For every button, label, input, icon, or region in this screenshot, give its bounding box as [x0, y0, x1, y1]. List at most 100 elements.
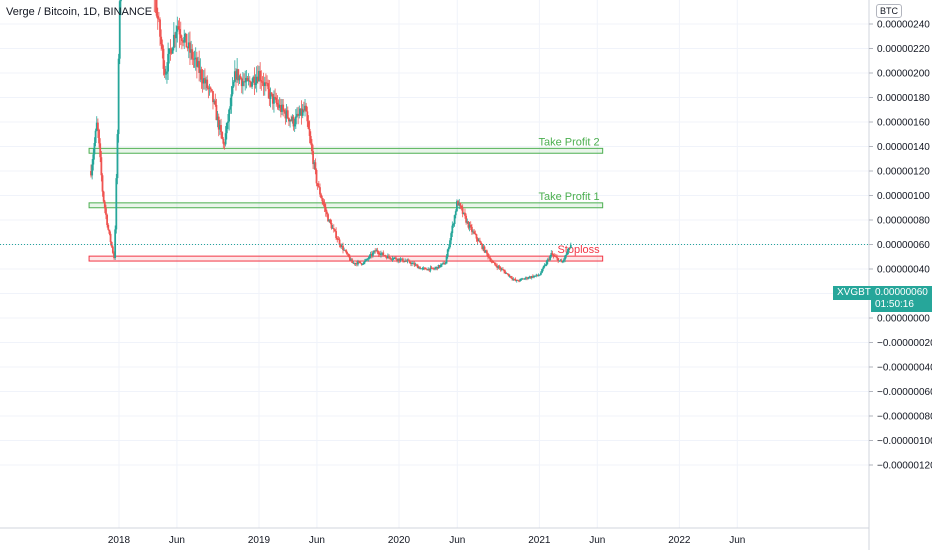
- candle-body: [312, 151, 314, 165]
- candle-body: [236, 69, 239, 80]
- candle-body: [383, 255, 386, 257]
- candle-body: [450, 233, 453, 241]
- candle-body: [336, 238, 339, 240]
- candle-body: [175, 31, 178, 39]
- candle-body: [91, 164, 94, 176]
- candle-body: [384, 255, 387, 257]
- candle-body: [560, 260, 563, 263]
- candle-body: [322, 201, 325, 205]
- time-tick-label: Jun: [589, 535, 605, 546]
- candle-body: [444, 263, 447, 265]
- candle-body: [217, 116, 220, 130]
- candle-body: [457, 201, 459, 206]
- candle-body: [437, 265, 440, 269]
- candle-body: [281, 104, 283, 112]
- candle-body: [433, 268, 435, 270]
- candle-body: [534, 275, 537, 277]
- candle-body: [447, 247, 450, 250]
- price-axis[interactable]: 0.00000240 0.00000220 0.00000200 0.00000180…: [869, 20, 932, 472]
- candle-body: [103, 201, 106, 209]
- candle-body: [374, 250, 377, 252]
- candle-body: [220, 125, 222, 133]
- candle-body: [386, 255, 389, 259]
- price-tick-label: −0.00000060: [877, 387, 932, 398]
- candle-body: [385, 256, 388, 259]
- candle-body: [465, 215, 468, 223]
- candle-body: [538, 274, 541, 276]
- time-tick-label: 2020: [388, 535, 411, 546]
- candle-body: [251, 82, 253, 87]
- candle-body: [228, 109, 230, 122]
- candle-body: [321, 198, 324, 202]
- candle-body: [343, 249, 346, 251]
- currency-unit-badge[interactable]: BTC: [876, 4, 902, 18]
- candle-body: [268, 89, 271, 99]
- candle-body: [323, 204, 326, 207]
- candle-body: [412, 263, 415, 264]
- candle-body: [179, 34, 182, 39]
- candle-body: [266, 82, 268, 84]
- candle-body: [543, 265, 546, 268]
- time-axis[interactable]: 2018 Jun 2019 Jun 2020 Jun 2021 Jun 2022 Jun: [108, 535, 745, 546]
- candle-body: [449, 240, 451, 248]
- candle-body: [487, 253, 489, 258]
- candle-body: [269, 92, 272, 99]
- time-tick-label: Jun: [449, 535, 465, 546]
- candle-body: [215, 104, 218, 121]
- time-tick-label: 2019: [248, 535, 271, 546]
- candle-body: [395, 257, 397, 260]
- candle-body: [561, 261, 564, 263]
- candle-body: [416, 265, 419, 269]
- candle-body: [221, 132, 224, 139]
- candle-body: [299, 108, 302, 115]
- candle-body: [369, 253, 372, 256]
- candle-body: [288, 117, 290, 122]
- candle-body: [243, 81, 245, 83]
- candle-body: [320, 194, 323, 199]
- candle-body: [556, 257, 558, 259]
- candle-body: [467, 221, 470, 228]
- candle-body: [331, 228, 334, 229]
- candle-body: [209, 87, 212, 90]
- candle-body: [114, 229, 117, 259]
- candle-body: [542, 267, 545, 270]
- candle-body: [210, 89, 213, 92]
- candle-body: [94, 130, 97, 143]
- candle-body: [97, 122, 99, 130]
- candle-body: [95, 122, 98, 131]
- candle-body: [559, 260, 562, 262]
- price-tick-label: −0.00000080: [877, 412, 932, 423]
- candle-body: [99, 143, 102, 158]
- candle-body: [176, 26, 179, 32]
- candle-body: [411, 263, 413, 265]
- candle-body: [109, 233, 112, 242]
- candle-body: [454, 211, 457, 216]
- candle-body: [167, 53, 169, 72]
- candle-body: [504, 271, 507, 274]
- candle-body: [164, 73, 167, 75]
- candle-body: [443, 262, 446, 265]
- candle-body: [372, 252, 374, 256]
- candle-body: [324, 206, 327, 212]
- candle-body: [305, 105, 308, 112]
- symbol-tag: XVGBTC: [833, 286, 883, 300]
- candle-body: [397, 258, 400, 261]
- candles-layer: [90, 0, 572, 283]
- candle-body: [344, 249, 347, 251]
- candle-body: [161, 44, 164, 49]
- candle-body: [423, 267, 426, 269]
- candle-body: [285, 110, 288, 119]
- candle-body: [464, 212, 466, 216]
- candle-body: [163, 68, 166, 75]
- candle-body: [462, 212, 465, 214]
- candle-body: [381, 252, 384, 254]
- candle-body: [523, 278, 526, 280]
- candle-body: [181, 38, 183, 42]
- candle-body: [535, 274, 538, 276]
- candle-body: [223, 143, 226, 145]
- candle-body: [446, 249, 449, 257]
- candle-body: [245, 77, 248, 82]
- candle-body: [197, 61, 199, 67]
- price-tick-label: 0.00000180: [877, 93, 930, 104]
